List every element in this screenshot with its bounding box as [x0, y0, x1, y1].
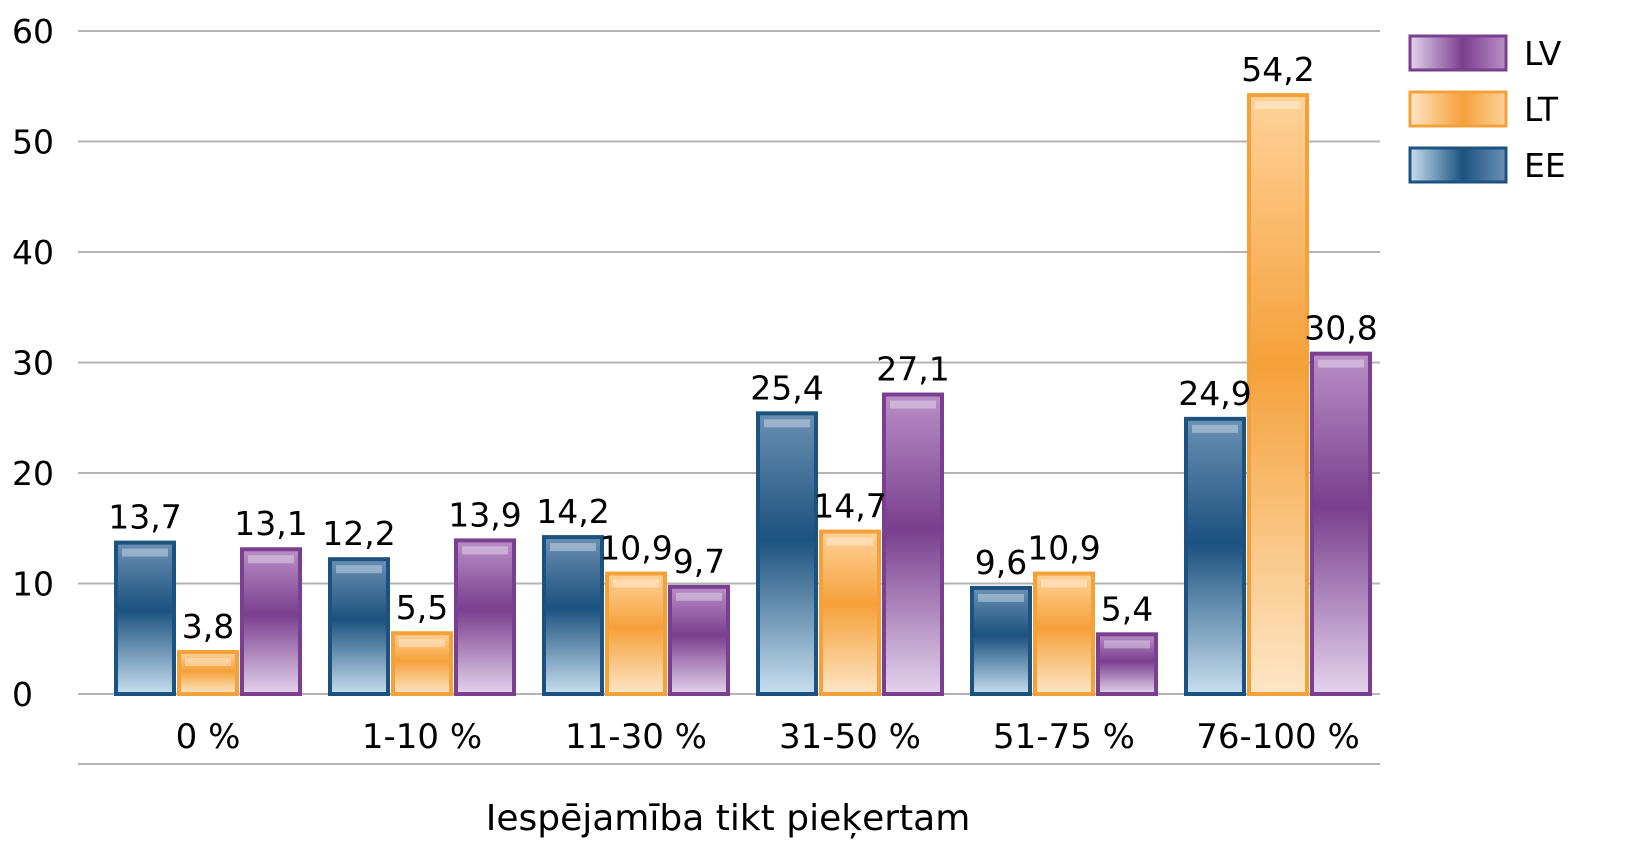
- y-tick-label: 30: [12, 344, 54, 383]
- legend-label: LV: [1524, 34, 1562, 73]
- legend-item-lv: LV: [1408, 34, 1562, 73]
- y-tick-label: 0: [12, 675, 33, 714]
- data-label-lv-4: 5,4: [1101, 589, 1153, 628]
- x-axis-title: Iespējamība tikt pieķertam: [486, 798, 971, 839]
- data-label-ee-1: 12,2: [322, 514, 395, 553]
- data-label-ee-0: 13,7: [108, 498, 181, 537]
- bar-lv-2: [668, 584, 730, 696]
- data-label-lt-1: 5,5: [396, 588, 448, 627]
- legend-swatch: [1408, 146, 1508, 184]
- x-category-label: 1-10 %: [362, 717, 482, 757]
- x-category-label: 0 %: [176, 717, 241, 757]
- y-tick-label: 20: [12, 454, 54, 493]
- bar-lv-3: [882, 392, 944, 696]
- legend-swatch: [1408, 90, 1508, 128]
- bar-lv-5: [1310, 351, 1372, 696]
- y-tick-label: 40: [12, 233, 54, 272]
- bar-lt-2: [605, 571, 667, 696]
- bar-lt-0: [177, 650, 239, 697]
- data-label-lt-2: 10,9: [599, 529, 672, 568]
- bar-lt-1: [391, 631, 453, 696]
- bar-lt-3: [819, 529, 881, 696]
- x-axis-categories: 0 % 1-10 % 11-30 % 31-50 % 51-75 % 76-100 %: [176, 717, 1360, 757]
- y-tick-label: 10: [12, 565, 54, 604]
- x-category-label: 76-100 %: [1196, 717, 1360, 757]
- data-label-ee-2: 14,2: [536, 492, 609, 531]
- legend-item-lt: LT: [1408, 90, 1559, 129]
- legend-label: LT: [1524, 90, 1559, 129]
- data-label-ee-3: 25,4: [750, 368, 823, 407]
- x-category-label: 31-50 %: [779, 717, 921, 757]
- data-labels: 13,73,813,1 12,25,513,9 14,210,9 9,725,414,…: [108, 50, 1377, 646]
- bars: [114, 93, 1372, 697]
- y-tick-label: 50: [12, 123, 54, 162]
- data-label-lv-2: 9,7: [673, 542, 725, 581]
- data-label-lt-0: 3,8: [182, 607, 234, 646]
- y-tick-label: 60: [12, 12, 54, 51]
- data-label-lv-3: 27,1: [876, 350, 949, 389]
- legend-item-ee: EE: [1408, 146, 1566, 185]
- bar-lv-0: [240, 547, 302, 696]
- data-label-lv-1: 13,9: [448, 495, 521, 534]
- data-label-lv-5: 30,8: [1304, 309, 1377, 348]
- data-label-lv-0: 13,1: [234, 504, 307, 543]
- data-label-lt-4: 10,9: [1027, 529, 1100, 568]
- bar-ee-2: [542, 535, 604, 697]
- bar-lt-4: [1033, 571, 1095, 696]
- data-label-ee-5: 24,9: [1178, 374, 1251, 413]
- x-category-label: 11-30 %: [565, 717, 707, 757]
- bar-lv-4: [1096, 632, 1158, 697]
- data-label-lt-5: 54,2: [1241, 50, 1314, 89]
- bar-lv-1: [454, 538, 516, 697]
- bar-ee-1: [328, 557, 390, 696]
- x-category-label: 51-75 %: [993, 717, 1135, 757]
- bar-ee-4: [970, 585, 1032, 696]
- data-label-lt-3: 14,7: [813, 487, 886, 526]
- bar-ee-3: [756, 411, 818, 696]
- data-label-ee-4: 9,6: [975, 543, 1027, 582]
- bar-ee-0: [114, 540, 176, 696]
- y-axis-ticks: 0 10 20 30 40 50 60: [12, 12, 54, 714]
- bar-lt-5: [1247, 93, 1309, 696]
- legend-swatch: [1408, 34, 1508, 72]
- legend-label: EE: [1524, 146, 1566, 185]
- legend: LV LT EE: [1408, 34, 1566, 185]
- bar-ee-5: [1184, 416, 1246, 696]
